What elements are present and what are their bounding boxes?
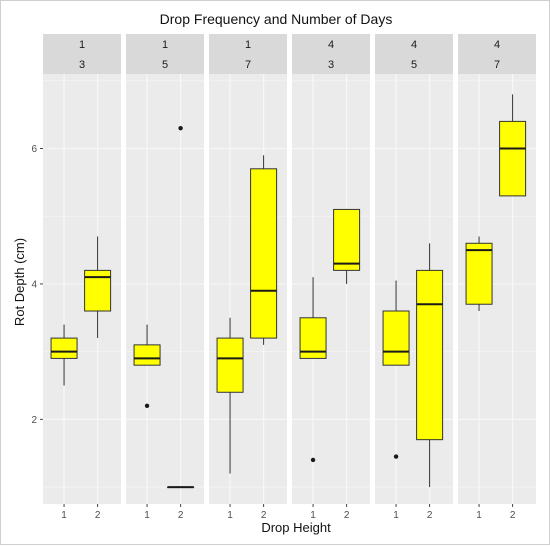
facet-strip (292, 34, 370, 74)
box-group (167, 125, 195, 489)
facet-panel: 4 5 1 2 (375, 34, 453, 521)
facet-strip (209, 34, 287, 74)
box-group (416, 243, 444, 488)
outlier-point (178, 125, 183, 131)
box-rect (465, 242, 493, 305)
x-tick-label: 2 (178, 510, 184, 521)
x-tick-label: 2 (95, 510, 101, 521)
box-group (133, 324, 161, 409)
x-tick-label: 1 (227, 510, 233, 521)
box-group (84, 236, 112, 339)
x-tick-label: 2 (261, 510, 267, 521)
facet-panel: 1 3 1 2 (43, 34, 121, 521)
facet-strip (43, 34, 121, 74)
facet-strip-label: 1 (245, 39, 251, 51)
box-group (250, 155, 278, 345)
box-rect (382, 310, 410, 366)
y-tick-label: 2 (31, 415, 37, 426)
facet-strip-label: 4 (328, 39, 334, 51)
box-rect (499, 120, 527, 197)
facet-panel: 151 2 (126, 34, 204, 521)
outlier-point (310, 457, 316, 463)
y-tick-label: 6 (31, 144, 37, 155)
x-tick-label: 2 (510, 510, 516, 521)
facet-strip-label: 5 (162, 59, 168, 71)
facet-strip-label: 7 (245, 59, 251, 71)
chart-title: Drop Frequency and Number of Days (160, 11, 393, 27)
facet-strip (126, 34, 204, 74)
facet-strip-label: 4 (411, 39, 417, 51)
facet-strip-label: 1 (162, 39, 168, 51)
facet-strip (375, 34, 453, 74)
box-rect (133, 344, 161, 366)
box-rect (216, 337, 244, 393)
facet-strip-label: 7 (494, 59, 500, 71)
x-tick-label: 1 (476, 510, 482, 521)
x-tick-label: 1 (310, 510, 316, 521)
y-tick-label: 4 (31, 279, 37, 290)
facet-panel: 171 2 (209, 34, 287, 521)
outlier-point (393, 454, 399, 459)
box-group (216, 317, 244, 474)
facet-strip (458, 34, 536, 74)
box-group (50, 324, 78, 386)
box-group (499, 94, 527, 197)
facet-strip-label: 5 (411, 59, 417, 71)
x-tick-label: 1 (393, 510, 399, 521)
facet-panel: 4 7 1 2 (458, 34, 536, 521)
y-axis-label: Rot Depth (cm) (12, 238, 27, 326)
facet-strip-label: 3 (328, 59, 334, 71)
box-group (382, 280, 410, 459)
facet-strip-label: 1 (79, 39, 85, 51)
box-group (465, 236, 493, 312)
x-axis-label: Drop Height (261, 520, 331, 535)
x-tick-label: 2 (427, 510, 433, 521)
facet-strip-label: 4 (494, 39, 500, 51)
outlier-point (144, 403, 150, 409)
x-tick-label: 1 (61, 510, 67, 521)
panel-background (126, 74, 204, 504)
box-rect (416, 269, 444, 441)
box-rect (333, 208, 361, 271)
panel-background (292, 74, 370, 504)
box-group (333, 208, 361, 284)
x-tick-label: 1 (144, 510, 150, 521)
y-axis: 2 4 6 (31, 144, 43, 426)
facet-strip-label: 3 (79, 59, 85, 71)
x-tick-label: 2 (344, 510, 350, 521)
box-rect (250, 168, 278, 339)
box-rect (50, 337, 78, 359)
box-group (299, 277, 327, 463)
facet-panel: 4 3 1 2 (292, 34, 370, 521)
